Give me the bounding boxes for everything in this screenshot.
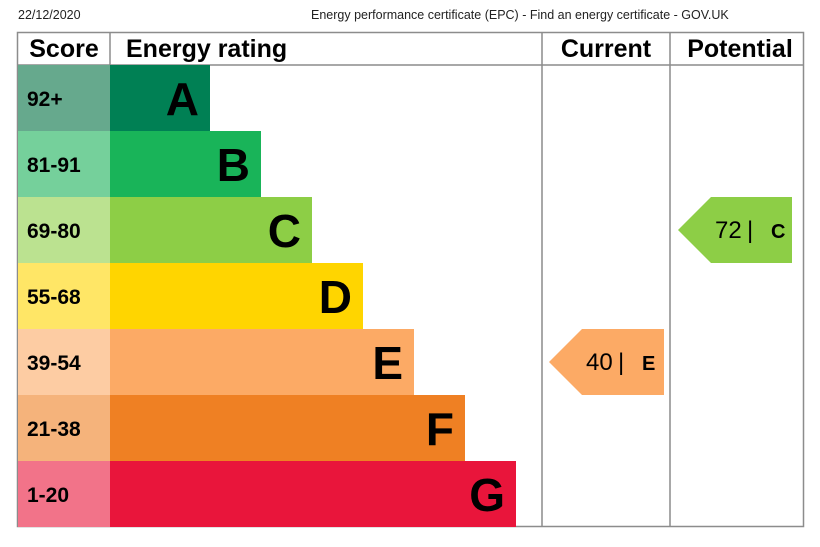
energy-rating-column-heading: Energy rating — [126, 35, 287, 63]
rating-bar-b — [110, 131, 261, 197]
score-range-a: 92+ — [27, 88, 63, 111]
print-date: 22/12/2020 — [18, 8, 81, 22]
potential-column-heading: Potential — [687, 35, 793, 63]
rating-bar-d — [110, 263, 363, 329]
potential-rating-letter: C — [771, 221, 785, 243]
rating-letter-g: G — [469, 469, 505, 521]
rating-letter-f: F — [426, 403, 454, 455]
rating-bar-a — [110, 65, 210, 131]
score-range-g: 1-20 — [27, 484, 69, 507]
current-rating-separator: | — [618, 349, 624, 376]
rating-letter-d: D — [319, 271, 352, 323]
rating-letter-c: C — [268, 205, 301, 257]
score-range-f: 21-38 — [27, 418, 81, 441]
score-range-d: 55-68 — [27, 286, 81, 309]
potential-rating-arrow — [678, 197, 792, 263]
score-cell-e — [18, 329, 110, 395]
potential-rating-value: 72 — [715, 217, 742, 244]
rating-letter-e: E — [372, 337, 403, 389]
score-cell-d — [18, 263, 110, 329]
score-range-c: 69-80 — [27, 220, 81, 243]
rating-letter-a: A — [166, 73, 199, 125]
score-column-heading: Score — [29, 35, 99, 63]
current-rating-letter: E — [642, 353, 655, 375]
print-title: Energy performance certificate (EPC) - F… — [311, 8, 729, 22]
score-range-e: 39-54 — [27, 352, 81, 375]
rating-bar-g — [110, 461, 516, 527]
current-rating-value: 40 — [586, 349, 613, 376]
rating-bar-c — [110, 197, 312, 263]
score-cell-f — [18, 395, 110, 461]
current-rating-arrow — [549, 329, 664, 395]
rating-letter-b: B — [217, 139, 250, 191]
score-cell-g — [18, 461, 110, 527]
rating-bar-e — [110, 329, 414, 395]
potential-rating-separator: | — [747, 217, 753, 244]
rating-arrows: 40 | E72 | C — [549, 197, 792, 395]
score-range-b: 81-91 — [27, 154, 81, 177]
score-cell-b — [18, 131, 110, 197]
score-cell-a — [18, 65, 110, 131]
score-cell-c — [18, 197, 110, 263]
rating-bands: 92+ A 81-91 B 69-80 C 55-68 D 39-54 E 21-38 F 1-20 G — [18, 65, 516, 527]
current-column-heading: Current — [561, 35, 652, 63]
rating-bar-f — [110, 395, 465, 461]
